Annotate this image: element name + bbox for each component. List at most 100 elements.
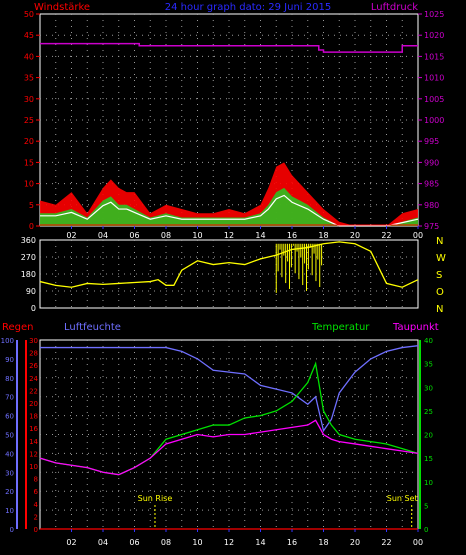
panel3-x-ticks: 02 04 06 08 10 12 14 16 18 20 22 00 [66,529,423,547]
x-tick-label: 20 [350,231,360,240]
compass-label: N [436,236,443,247]
temperature-tick-label: 5 [424,502,428,510]
x-tick-label: 16 [287,231,297,240]
pressure-tick-label: 1015 [424,52,444,61]
humidity-tick-label: 0 [10,526,14,534]
pressure-tick-label: 990 [424,158,439,167]
panel1-x-ticks: 02 04 06 08 10 12 14 16 18 20 22 00 [66,226,423,240]
wind-tick-label: 50 [24,10,34,19]
legend-temperature: Temperatur [311,322,370,333]
wind-axis-title: Windstärke [34,2,90,13]
humidity-tick-label: 50 [5,432,14,440]
temperature-tick-label: 40 [424,337,433,345]
pressure-tick-label: 1010 [424,74,444,83]
x-tick-label: 16 [287,538,297,547]
wind-tick-label: 45 [24,31,34,40]
compass-label: S [436,270,442,281]
dewpoint-line [39,419,419,476]
x-tick-label: 02 [66,231,76,240]
wind-tick-label: 5 [29,201,34,210]
x-tick-label: 12 [224,538,234,547]
humidity-tick-label: 80 [5,375,14,383]
x-tick-label: 10 [192,231,202,240]
rain-tick-label: 30 [29,337,38,345]
wind-tick-label: 20 [24,137,34,146]
direction-tick-label: 270 [21,253,36,262]
rain-tick-label: 4 [34,501,39,509]
x-tick-label: 08 [161,231,171,240]
pressure-tick-label: 980 [424,201,439,210]
sun-label: Sun Rise [138,494,173,503]
rain-tick-label: 10 [29,463,38,471]
climate-marks [39,345,419,530]
wind-tick-label: 30 [24,95,34,104]
rain-tick-label: 20 [29,400,38,408]
rain-tick-label: 0 [34,526,38,534]
x-tick-label: 04 [98,538,108,547]
rain-tick-label: 18 [29,413,38,421]
wind-tick-label: 15 [24,158,34,167]
rain-tick-label: 28 [29,350,38,358]
temperature-y-ticks: 0 5 10 15 20 25 30 35 40 [424,337,433,534]
direction-tick-label: 180 [21,270,36,279]
rain-tick-label: 26 [29,362,38,370]
x-tick-label: 00 [413,538,423,547]
wind-tick-label: 0 [29,222,34,231]
x-tick-label: 10 [192,538,202,547]
direction-tick-label: 0 [31,304,36,313]
temperature-tick-label: 0 [424,526,428,534]
temperature-tick-label: 25 [424,408,433,416]
x-tick-label: 20 [350,538,360,547]
x-tick-label: 22 [381,538,391,547]
x-tick-label: 02 [66,538,76,547]
humidity-y-ticks: 0 10 20 30 40 50 60 70 80 90 100 [1,337,14,534]
direction-y-ticks: 360 270 180 90 0 [21,236,36,313]
wind-y-ticks: 0 5 10 15 20 25 30 35 40 45 50 [24,10,40,231]
wind-tick-label: 25 [24,116,34,125]
rain-tick-label: 8 [34,476,38,484]
legend-rain: Regen [2,322,34,333]
pressure-tick-label: 1000 [424,116,444,125]
wind-pressure-marks [40,42,419,227]
x-tick-label: 14 [255,231,265,240]
humidity-tick-label: 90 [5,356,14,364]
temperature-tick-label: 10 [424,479,433,487]
temperature-tick-label: 15 [424,455,433,463]
temperature-tick-label: 35 [424,361,433,369]
pressure-axis-title: Luftdruck [371,2,418,13]
chart-title: 24 hour graph dato: 29 Juni 2015 [165,2,331,13]
wind-avg-area [40,187,418,226]
x-tick-label: 18 [318,538,328,547]
rain-tick-label: 22 [29,387,38,395]
humidity-tick-label: 40 [5,450,14,458]
wind-direction-marks [39,241,419,293]
legend-dewpoint: Taupunkt [392,322,439,333]
x-tick-label: 06 [129,231,139,240]
compass-label: O [436,287,444,298]
x-tick-label: 08 [161,538,171,547]
humidity-tick-label: 30 [5,469,14,477]
pressure-y-ticks: 975 980 985 990 995 1000 1005 1010 1015 1020 1025 [418,10,444,231]
humidity-tick-label: 100 [1,337,14,345]
compass-label: N [436,304,443,315]
direction-line [39,241,419,288]
humidity-tick-label: 70 [5,394,14,402]
humidity-line [40,345,419,433]
x-tick-label: 12 [224,231,234,240]
compass-label: W [436,253,446,264]
pressure-tick-label: 975 [424,222,439,231]
rain-tick-label: 12 [29,450,38,458]
wind-avg-line [40,194,419,227]
pressure-tick-label: 1025 [424,10,444,19]
x-tick-label: 04 [98,231,108,240]
pressure-tick-label: 985 [424,180,439,189]
humidity-tick-label: 20 [5,488,14,496]
direction-tick-label: 360 [21,236,36,245]
humidity-tick-label: 10 [5,507,14,515]
temperature-tick-label: 30 [424,384,433,392]
sun-annotations: Sun Rise Sun Set [138,494,418,529]
rain-tick-label: 24 [29,375,38,383]
